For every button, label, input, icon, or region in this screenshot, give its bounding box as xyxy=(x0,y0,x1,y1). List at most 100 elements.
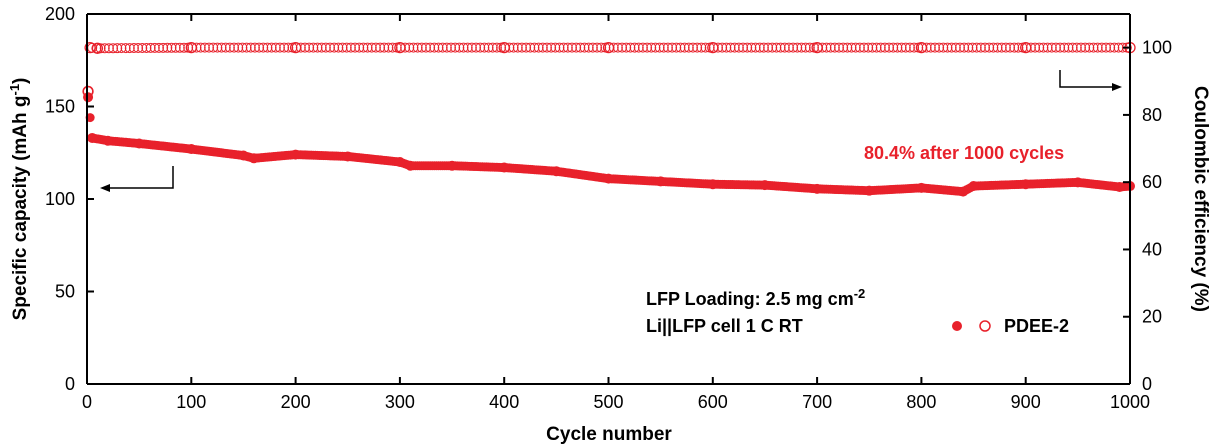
ce-point xyxy=(763,42,774,53)
ce-point xyxy=(512,42,523,53)
ce-point xyxy=(825,42,836,53)
ce-point xyxy=(959,42,970,53)
ce-point xyxy=(746,42,757,53)
ce-point xyxy=(454,42,465,53)
y-left-tick-label: 100 xyxy=(45,189,75,209)
ce-point xyxy=(529,42,540,53)
ce-point xyxy=(387,42,398,53)
ce-point xyxy=(1000,42,1011,53)
ce-data-point xyxy=(91,42,104,54)
ce-point xyxy=(245,42,256,53)
capacity-data-point xyxy=(186,144,197,155)
ce-data-point xyxy=(707,41,719,54)
ce-point xyxy=(379,42,390,53)
ce-point xyxy=(854,42,865,53)
ce-data-point xyxy=(1020,41,1032,54)
capacity-data-point xyxy=(405,160,416,171)
ce-data-point xyxy=(289,41,302,54)
ce-point xyxy=(566,42,577,53)
ce-point xyxy=(896,42,907,53)
capacity-data-point xyxy=(447,160,458,171)
ce-point xyxy=(1034,42,1045,53)
capacity-data-point xyxy=(759,180,770,191)
ce-point xyxy=(1055,42,1066,53)
ce-point xyxy=(608,42,619,53)
ce-point xyxy=(99,43,110,54)
ce-point xyxy=(579,42,590,53)
ce-point xyxy=(575,42,586,53)
ce-point xyxy=(1042,42,1053,53)
ce-point xyxy=(433,42,444,53)
ce-point xyxy=(1059,42,1070,53)
ce-point xyxy=(304,42,315,53)
ce-point xyxy=(124,43,135,54)
ce-point xyxy=(884,42,895,53)
ce-point xyxy=(696,42,707,53)
ce-point xyxy=(491,42,502,53)
ce-point xyxy=(775,42,786,53)
ce-point xyxy=(867,42,878,53)
ce-point xyxy=(817,42,828,53)
cell-annotation: Li||LFP cell 1 C RT xyxy=(646,316,803,336)
capacity-data-point xyxy=(916,182,927,193)
ce-point xyxy=(446,42,457,53)
ce-point xyxy=(191,42,202,53)
ce-point xyxy=(779,42,790,53)
y-left-tick-label: 50 xyxy=(55,282,75,302)
ce-point xyxy=(800,42,811,53)
ce-point xyxy=(504,42,515,53)
ce-point xyxy=(725,42,736,53)
ce-point xyxy=(683,42,694,53)
ce-point xyxy=(550,42,561,53)
x-tick-label: 400 xyxy=(489,392,519,412)
ce-point xyxy=(204,42,215,53)
ce-point xyxy=(617,42,628,53)
ce-point xyxy=(408,42,419,53)
ce-point xyxy=(863,42,874,53)
ce-point xyxy=(1080,42,1091,53)
ce-point xyxy=(362,42,373,53)
ce-point xyxy=(458,42,469,53)
ce-point xyxy=(838,42,849,53)
retention-annotation: 80.4% after 1000 cycles xyxy=(864,143,1064,163)
y-right-tick-label: 80 xyxy=(1142,105,1162,125)
ce-point xyxy=(345,42,356,53)
capacity-data-point xyxy=(1020,179,1031,190)
ce-point xyxy=(354,42,365,53)
ce-point xyxy=(546,42,557,53)
x-tick-label: 700 xyxy=(802,392,832,412)
left-axis-arrow xyxy=(100,166,174,192)
ce-point xyxy=(984,42,995,53)
ce-point xyxy=(137,42,148,53)
x-tick-label: 200 xyxy=(281,392,311,412)
ce-point xyxy=(829,42,840,53)
ce-point xyxy=(667,42,678,53)
capacity-data-point xyxy=(551,166,562,177)
ce-point xyxy=(525,42,536,53)
ce-point xyxy=(462,42,473,53)
ce-point xyxy=(537,42,548,53)
ce-point xyxy=(1109,42,1120,53)
ce-point xyxy=(112,43,123,54)
ce-point xyxy=(1071,42,1082,53)
ce-point xyxy=(178,42,189,53)
ce-point xyxy=(750,42,761,53)
ce-point xyxy=(471,42,482,53)
ce-point xyxy=(475,42,486,53)
ce-point xyxy=(658,42,669,53)
ce-point xyxy=(733,42,744,53)
ce-point xyxy=(642,42,653,53)
ce-point xyxy=(329,42,340,53)
ce-point xyxy=(621,42,632,53)
ce-point xyxy=(1063,42,1074,53)
ce-point xyxy=(358,42,369,53)
x-tick-label: 100 xyxy=(176,392,206,412)
capacity-data-point xyxy=(394,157,405,167)
ce-point xyxy=(742,42,753,53)
ce-point xyxy=(842,42,853,53)
ce-point xyxy=(416,42,427,53)
ce-point xyxy=(308,42,319,53)
ce-point xyxy=(804,42,815,53)
ce-point xyxy=(596,42,607,53)
